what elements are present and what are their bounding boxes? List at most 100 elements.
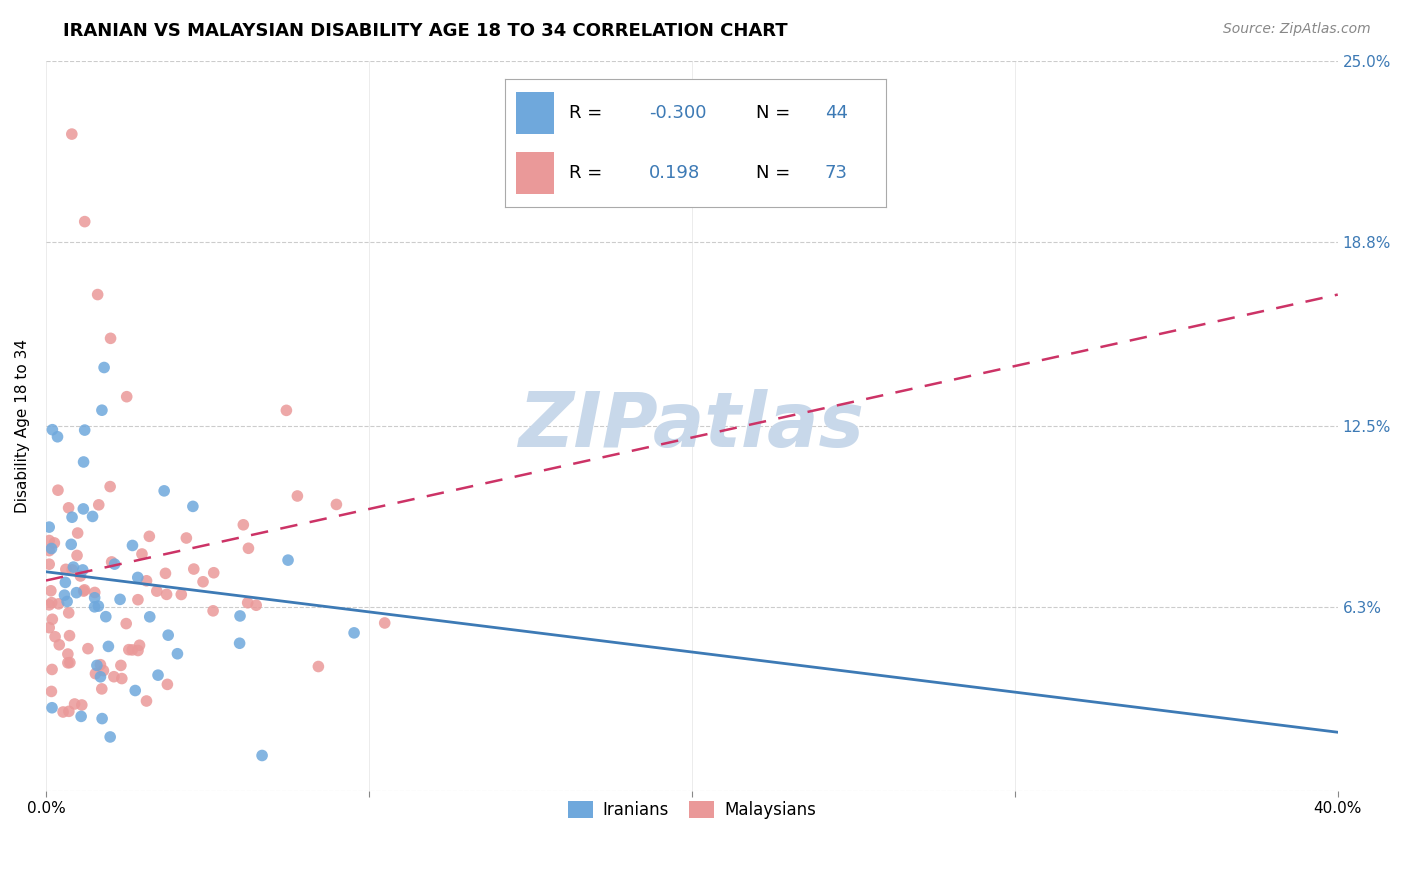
Point — [66, 549, 89, 563]
Point — [307, 659, 329, 673]
Y-axis label: Disability Age 18 to 34: Disability Age 18 to 34 — [15, 339, 30, 513]
Point — [156, 677, 179, 691]
Point — [58, 704, 80, 718]
Point — [90, 681, 112, 696]
Point — [70, 709, 93, 723]
Text: ZIPatlas: ZIPatlas — [519, 389, 865, 463]
Point — [146, 668, 169, 682]
Point — [89, 657, 111, 672]
Point — [56, 656, 79, 670]
Point — [236, 596, 259, 610]
Point — [87, 599, 110, 613]
Point — [115, 390, 138, 404]
Point — [65, 585, 87, 599]
Point — [276, 403, 298, 417]
Point — [146, 584, 169, 599]
Point — [131, 547, 153, 561]
Point — [62, 560, 84, 574]
Point — [83, 585, 105, 599]
Point — [72, 502, 94, 516]
Point — [232, 517, 254, 532]
Point — [58, 500, 80, 515]
Text: IRANIAN VS MALAYSIAN DISABILITY AGE 18 TO 34 CORRELATION CHART: IRANIAN VS MALAYSIAN DISABILITY AGE 18 T… — [63, 22, 787, 40]
Point — [108, 592, 131, 607]
Point — [94, 609, 117, 624]
Point — [139, 609, 162, 624]
Point — [56, 647, 79, 661]
Point — [44, 536, 66, 550]
Point — [73, 582, 96, 597]
Point — [157, 628, 180, 642]
Point — [166, 647, 188, 661]
Point — [91, 712, 114, 726]
Point — [73, 423, 96, 437]
Point — [93, 360, 115, 375]
Point — [60, 510, 83, 524]
Point — [100, 555, 122, 569]
Point — [44, 630, 66, 644]
Point — [86, 287, 108, 301]
Point — [48, 597, 70, 611]
Point — [111, 672, 134, 686]
Point — [138, 529, 160, 543]
Point — [73, 214, 96, 228]
Point — [46, 430, 69, 444]
Point — [127, 592, 149, 607]
Point — [48, 638, 70, 652]
Point — [98, 480, 121, 494]
Point — [97, 640, 120, 654]
Point — [238, 541, 260, 556]
Point — [181, 500, 204, 514]
Point — [89, 670, 111, 684]
Point — [100, 331, 122, 345]
Point — [118, 642, 141, 657]
Point — [287, 489, 309, 503]
Point — [58, 606, 80, 620]
Point — [60, 537, 83, 551]
Point — [63, 697, 86, 711]
Legend: Iranians, Malaysians: Iranians, Malaysians — [561, 795, 823, 826]
Point — [250, 748, 273, 763]
Point — [77, 641, 100, 656]
Point — [90, 403, 112, 417]
Point — [104, 557, 127, 571]
Point — [229, 609, 252, 624]
Point — [121, 643, 143, 657]
Point — [127, 643, 149, 657]
Point — [83, 599, 105, 614]
Point — [38, 533, 60, 548]
Point — [38, 543, 60, 558]
Point — [41, 700, 63, 714]
Point — [127, 570, 149, 584]
Point — [153, 483, 176, 498]
Point — [52, 705, 75, 719]
Point — [38, 598, 60, 612]
Text: Source: ZipAtlas.com: Source: ZipAtlas.com — [1223, 22, 1371, 37]
Point — [110, 658, 132, 673]
Point — [202, 604, 225, 618]
Point — [155, 566, 177, 581]
Point — [38, 520, 60, 534]
Point — [58, 629, 80, 643]
Point — [41, 612, 63, 626]
Point — [155, 587, 177, 601]
Point — [124, 683, 146, 698]
Point — [135, 694, 157, 708]
Point — [183, 562, 205, 576]
Point — [41, 663, 63, 677]
Point — [343, 625, 366, 640]
Point — [53, 588, 76, 602]
Point — [121, 539, 143, 553]
Point — [69, 569, 91, 583]
Point — [325, 498, 347, 512]
Point — [55, 562, 77, 576]
Point — [93, 664, 115, 678]
Point — [245, 599, 267, 613]
Point — [115, 616, 138, 631]
Point — [72, 584, 94, 599]
Point — [170, 587, 193, 601]
Point — [39, 583, 62, 598]
Point — [83, 591, 105, 605]
Point — [176, 531, 198, 545]
Point — [87, 498, 110, 512]
